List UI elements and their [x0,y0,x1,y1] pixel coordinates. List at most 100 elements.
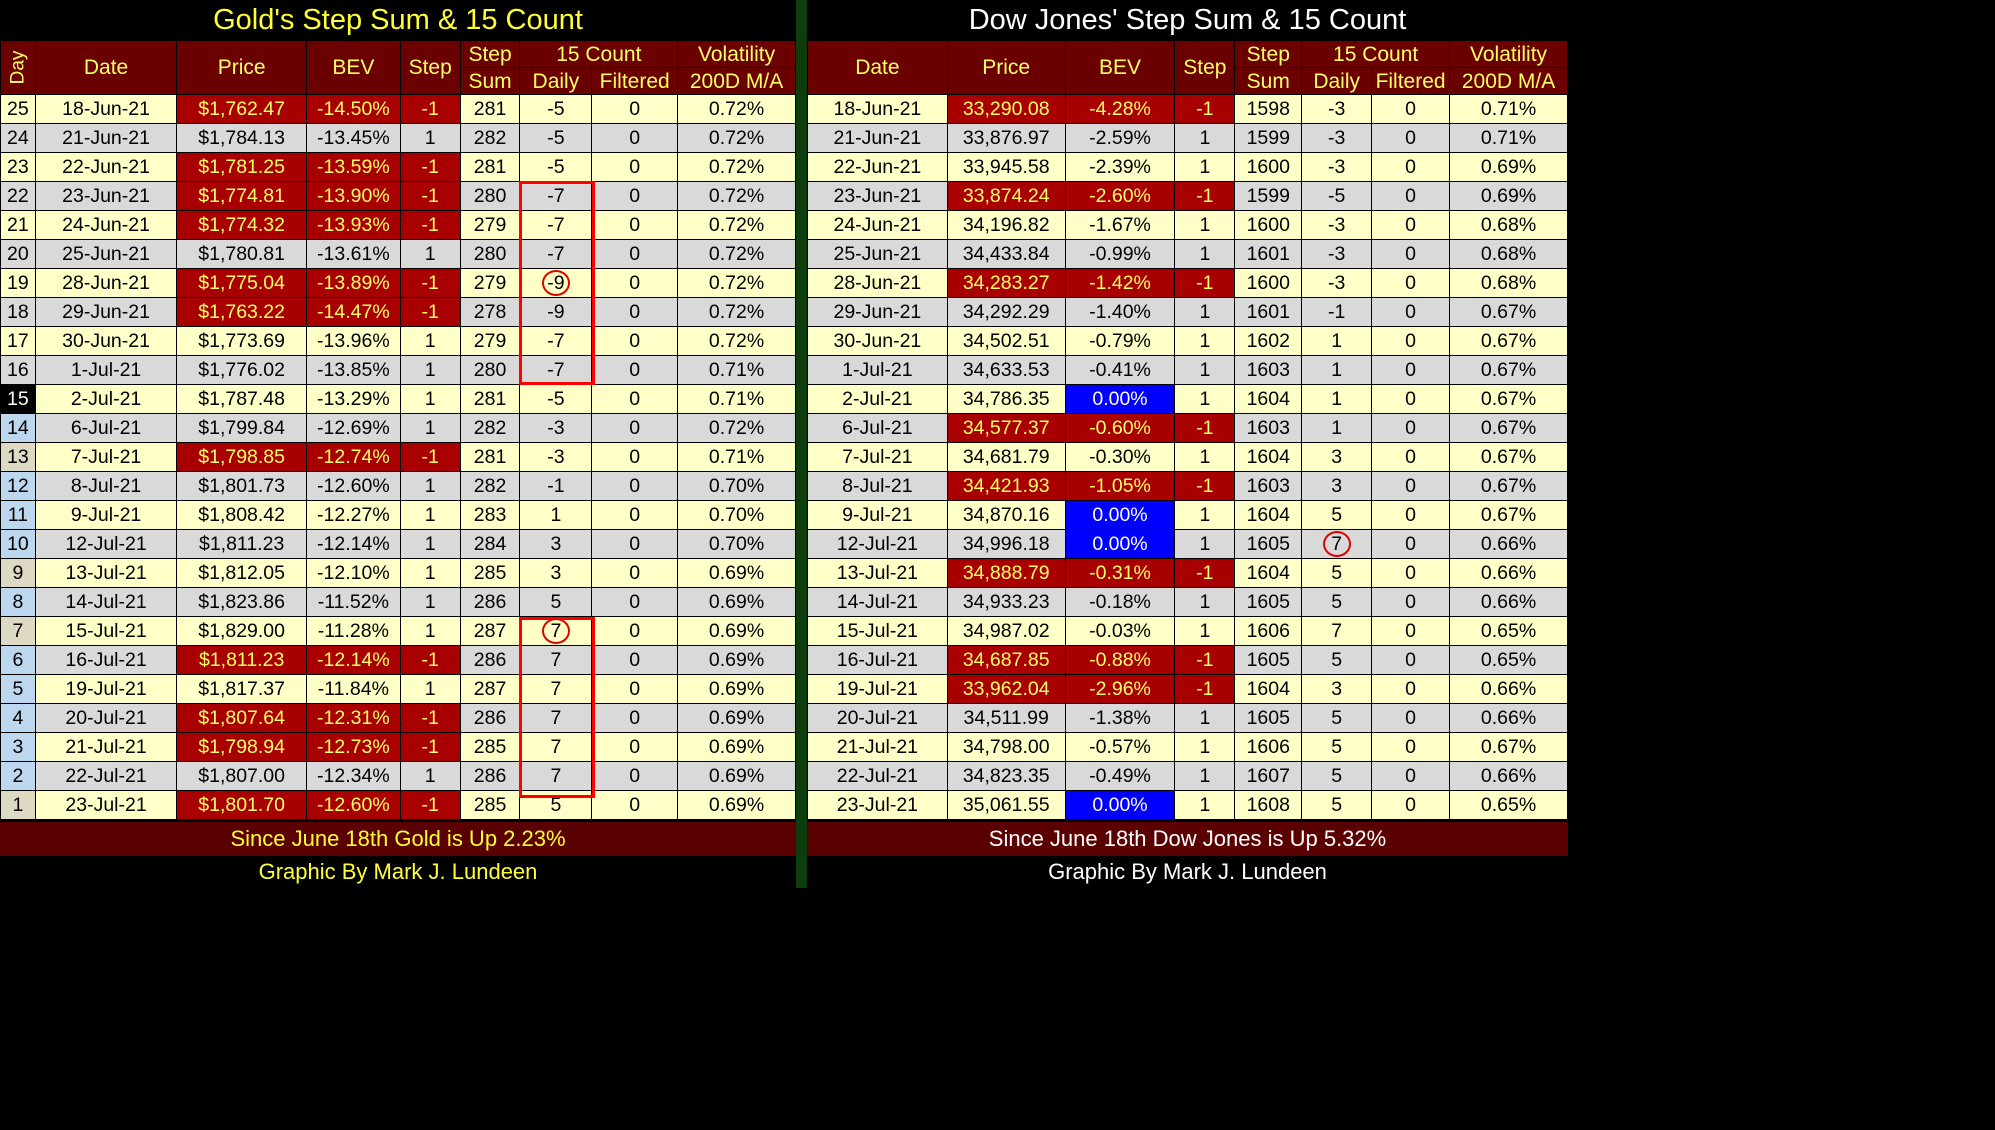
gold-header-daily: Daily [519,67,593,95]
dow-cell-step: 1 [1174,761,1236,791]
gold-cell-bev: -13.89% [305,268,401,298]
dow-cell-stepsum: 1604 [1234,384,1303,414]
gold-cell-price: $1,781.25 [176,152,307,182]
dow-cell-daily: -5 [1301,181,1373,211]
dow-cell-step: 1 [1174,297,1236,327]
dow-cell-stepsum: 1605 [1234,703,1303,733]
dow-cell-bev: -0.18% [1064,587,1176,617]
gold-cell-filtered: 0 [591,94,679,124]
gold-cell-step: -1 [399,703,461,733]
dow-cell-vol: 0.66% [1449,587,1568,617]
dow-cell-date: 12-Jul-21 [807,529,948,559]
gold-cell-daily: 7 [519,645,593,675]
dow-cell-stepsum: 1605 [1234,645,1303,675]
dow-cell-stepsum: 1607 [1234,761,1303,791]
dow-cell-step: 1 [1174,326,1236,356]
gold-cell-price: $1,763.22 [176,297,307,327]
gold-cell-stepsum: 285 [459,790,521,820]
gold-header-vol-2: 200D M/A [677,67,796,95]
dow-cell-bev: 0.00% [1064,500,1176,530]
dow-header-vol-1: Volatility [1449,40,1568,68]
gold-footer: Since June 18th Gold is Up 2.23% [0,822,796,856]
gold-header-step: Step [399,40,461,95]
dow-cell-vol: 0.66% [1449,761,1568,791]
gold-cell-daily: -3 [519,413,593,443]
dow-cell-daily: -3 [1301,210,1373,240]
gold-table-row: 20 25-Jun-21 $1,780.81 -13.61% 1 280 -7 0 0.72% [0,239,796,269]
gold-cell-bev: -13.61% [305,239,401,269]
dow-title: Dow Jones' Step Sum & 15 Count [968,4,1407,36]
gold-cell-date: 7-Jul-21 [34,442,178,472]
dow-cell-stepsum: 1599 [1234,123,1303,153]
dow-cell-bev: -0.49% [1064,761,1176,791]
dow-table: Date Price BEV Step Step 15 Count Volati… [807,40,1568,820]
gold-cell-day: 25 [0,94,36,124]
dow-cell-date: 7-Jul-21 [807,442,948,472]
gold-cell-day: 21 [0,210,36,240]
dow-table-row: 19-Jul-21 33,962.04 -2.96% -1 1604 3 0 0.66% [807,674,1568,704]
dow-cell-vol: 0.66% [1449,558,1568,588]
gold-table-row: 13 7-Jul-21 $1,798.85 -12.74% -1 281 -3 0 0.71% [0,442,796,472]
dow-cell-filtered: 0 [1371,587,1451,617]
dow-cell-step: -1 [1174,645,1236,675]
gold-cell-bev: -11.28% [305,616,401,646]
dow-cell-bev: -1.67% [1064,210,1176,240]
gold-cell-date: 14-Jul-21 [34,587,178,617]
gold-cell-filtered: 0 [591,297,679,327]
dow-cell-daily: -3 [1301,268,1373,298]
gold-cell-date: 1-Jul-21 [34,355,178,385]
dow-cell-stepsum: 1600 [1234,152,1303,182]
gold-cell-stepsum: 281 [459,384,521,414]
gold-cell-date: 8-Jul-21 [34,471,178,501]
gold-cell-daily: 7 [519,616,593,646]
gold-cell-step: 1 [399,500,461,530]
dow-cell-price: 34,987.02 [946,616,1066,646]
dow-cell-price: 34,681.79 [946,442,1066,472]
gold-cell-day: 24 [0,123,36,153]
dow-cell-vol: 0.67% [1449,471,1568,501]
dow-cell-price: 34,633.53 [946,355,1066,385]
dow-cell-filtered: 0 [1371,152,1451,182]
gold-cell-daily: -5 [519,123,593,153]
dow-cell-bev: -2.60% [1064,181,1176,211]
gold-cell-stepsum: 280 [459,181,521,211]
dow-cell-step: 1 [1174,123,1236,153]
gold-credit: Graphic By Mark J. Lundeen [0,856,796,888]
gold-cell-bev: -11.52% [305,587,401,617]
dow-table-row: 14-Jul-21 34,933.23 -0.18% 1 1605 5 0 0.66% [807,587,1568,617]
dow-cell-bev: -4.28% [1064,94,1176,124]
dow-cell-step: -1 [1174,94,1236,124]
gold-table-row: 14 6-Jul-21 $1,799.84 -12.69% 1 282 -3 0 0.72% [0,413,796,443]
gold-cell-date: 24-Jun-21 [34,210,178,240]
gold-header-vol-1: Volatility [677,40,796,68]
dow-cell-bev: 0.00% [1064,529,1176,559]
dow-cell-step: 1 [1174,732,1236,762]
dow-cell-price: 34,786.35 [946,384,1066,414]
gold-cell-price: $1,774.32 [176,210,307,240]
dow-table-row: 30-Jun-21 34,502.51 -0.79% 1 1602 1 0 0.67% [807,326,1568,356]
dow-cell-filtered: 0 [1371,210,1451,240]
gold-panel: Gold's Step Sum & 15 Count Day Date Pric… [0,0,796,888]
dow-cell-vol: 0.67% [1449,442,1568,472]
dow-cell-vol: 0.66% [1449,703,1568,733]
gold-cell-filtered: 0 [591,558,679,588]
gold-cell-price: $1,787.48 [176,384,307,414]
gold-cell-filtered: 0 [591,123,679,153]
gold-cell-day: 8 [0,587,36,617]
gold-cell-stepsum: 286 [459,645,521,675]
gold-cell-vol: 0.69% [677,732,796,762]
dow-cell-daily: 3 [1301,471,1373,501]
gold-cell-day: 19 [0,268,36,298]
gold-cell-stepsum: 282 [459,471,521,501]
dow-cell-price: 33,874.24 [946,181,1066,211]
gold-cell-bev: -14.47% [305,297,401,327]
gold-cell-day: 6 [0,645,36,675]
dow-cell-filtered: 0 [1371,355,1451,385]
gold-cell-vol: 0.69% [677,645,796,675]
dow-cell-bev: 0.00% [1064,384,1176,414]
panel-divider [796,0,807,888]
gold-cell-bev: -14.50% [305,94,401,124]
dow-cell-date: 22-Jul-21 [807,761,948,791]
dow-cell-date: 15-Jul-21 [807,616,948,646]
dow-cell-step: 1 [1174,587,1236,617]
